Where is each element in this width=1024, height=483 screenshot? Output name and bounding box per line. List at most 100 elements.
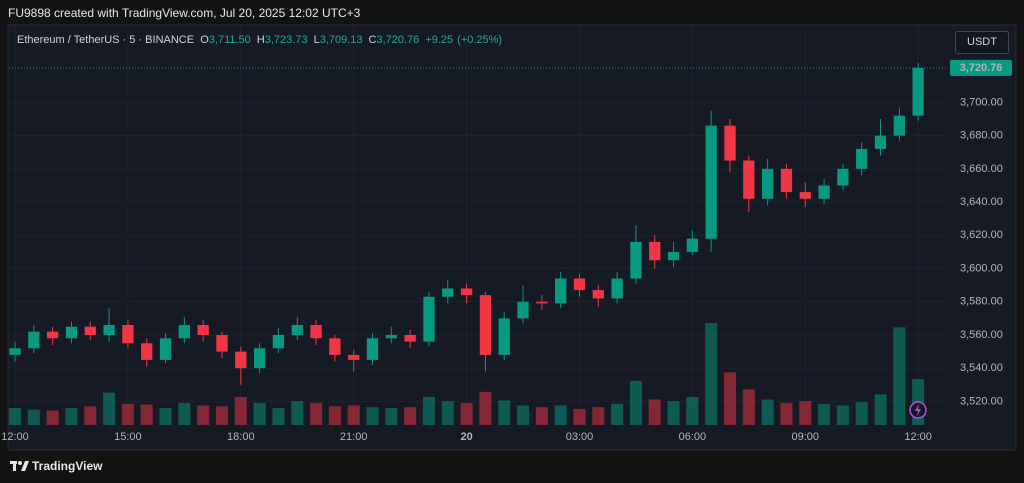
ohlc-value: 3,723.73: [264, 34, 308, 46]
volume-bar: [253, 402, 266, 425]
ohlc-name: O: [200, 34, 209, 46]
candle-body: [743, 160, 755, 199]
x-tick-label: 06:00: [679, 431, 707, 443]
volume-bar: [159, 408, 172, 425]
candle-body: [442, 288, 454, 297]
candle-body: [122, 325, 134, 344]
currency-button[interactable]: USDT: [955, 31, 1009, 54]
volume-bar: [121, 403, 134, 425]
tv-logo: [10, 461, 29, 471]
candle-body: [893, 115, 905, 136]
volume-bar: [215, 406, 229, 425]
candle-body: [310, 325, 322, 339]
candle-body: [366, 338, 379, 360]
volume-bar: [648, 399, 661, 425]
volume-bar: [27, 409, 40, 425]
y-tick-label: 3,600.00: [960, 262, 1003, 274]
candle-body: [874, 135, 887, 149]
volume-bar: [611, 403, 624, 425]
last-price-tag: [950, 59, 1012, 76]
candle-body: [555, 278, 567, 304]
candle-body: [686, 238, 699, 252]
candle-body: [517, 301, 529, 319]
volume-bar: [629, 380, 642, 425]
volume-bar: [103, 392, 116, 425]
volume-bar: [554, 405, 567, 425]
candle-body: [9, 348, 21, 355]
ohlc-value: 3,720.76: [376, 34, 420, 46]
volume-bar: [328, 406, 341, 425]
volume-bar: [686, 396, 699, 425]
volume-bar: [893, 327, 906, 425]
candle-body: [103, 325, 115, 335]
x-tick-label: 09:00: [791, 431, 819, 443]
y-tick-label: 3,660.00: [960, 163, 1003, 175]
volume-bar: [404, 407, 417, 425]
ohlc-value: 3,711.50: [208, 34, 251, 46]
plot-area: [9, 62, 946, 425]
candle-body: [630, 241, 642, 279]
y-tick-label: 3,540.00: [960, 362, 1003, 374]
y-tick-label: 3,700.00: [960, 96, 1003, 108]
volume-bar: [874, 394, 887, 425]
candle-body: [780, 168, 793, 193]
candle-body: [799, 192, 811, 199]
candle-body: [404, 334, 416, 342]
volume-bar: [517, 405, 530, 425]
candle-body: [423, 296, 435, 342]
candle-body: [818, 185, 830, 199]
x-tick-label: 03:00: [566, 431, 594, 443]
volume-bar: [84, 406, 97, 425]
alert-bolt: [915, 404, 921, 416]
candle-body: [837, 168, 849, 186]
candle-body: [649, 241, 661, 261]
candle-body: [856, 148, 868, 169]
symbol-legend: Ethereum / TetherUS · 5 · BINANCE O 3,711…: [17, 34, 508, 46]
volume-bar: [818, 403, 831, 425]
volume-bar: [197, 405, 210, 425]
volume-bar: [310, 402, 323, 425]
volume-bar: [573, 408, 586, 425]
candle-body: [573, 278, 586, 291]
volume-bar: [498, 400, 511, 425]
volume-bar: [140, 404, 153, 425]
volume-bar: [46, 410, 59, 425]
change: +9.25: [425, 34, 454, 46]
volume-bar: [705, 323, 718, 425]
x-tick-label: 21:00: [340, 431, 368, 443]
x-tick-label: 18:00: [227, 431, 255, 443]
candle-body: [291, 325, 303, 335]
candle-body: [460, 288, 473, 296]
volume-bar: [855, 402, 868, 425]
ohlc-name: H: [256, 34, 265, 46]
volume-bar: [535, 407, 548, 425]
last-price-label: 3,720.76: [960, 62, 1003, 74]
x-tick-label: 15:00: [114, 431, 142, 443]
y-tick-label: 3,520.00: [960, 395, 1003, 407]
volume-bar: [422, 396, 435, 425]
volume-bar: [441, 401, 454, 425]
candle-body: [611, 278, 623, 299]
candle-body: [479, 295, 492, 355]
y-tick-label: 3,640.00: [960, 196, 1003, 208]
candle-body: [385, 334, 397, 339]
x-tick-label: 12:00: [904, 431, 932, 443]
candle-body: [348, 354, 360, 360]
volume-bar: [780, 402, 793, 425]
candle-body: [912, 67, 924, 116]
volume-bar: [742, 389, 755, 425]
watermark-title: FU9898 created with TradingView.com, Jul…: [8, 6, 361, 20]
volume-bar: [291, 401, 304, 425]
candle-body: [235, 351, 247, 369]
candle-body: [65, 326, 78, 339]
candle-body: [141, 343, 153, 360]
candle-body: [178, 325, 191, 339]
symbol: Ethereum / TetherUS · 5 · BINANCE: [17, 34, 195, 46]
candle-body: [272, 334, 285, 349]
volume-bar: [723, 372, 737, 425]
x-tick-label: 20: [460, 431, 472, 443]
ohlc-value: 3,709.13: [319, 34, 363, 46]
candle-body: [498, 318, 510, 355]
candle-body: [253, 348, 266, 369]
